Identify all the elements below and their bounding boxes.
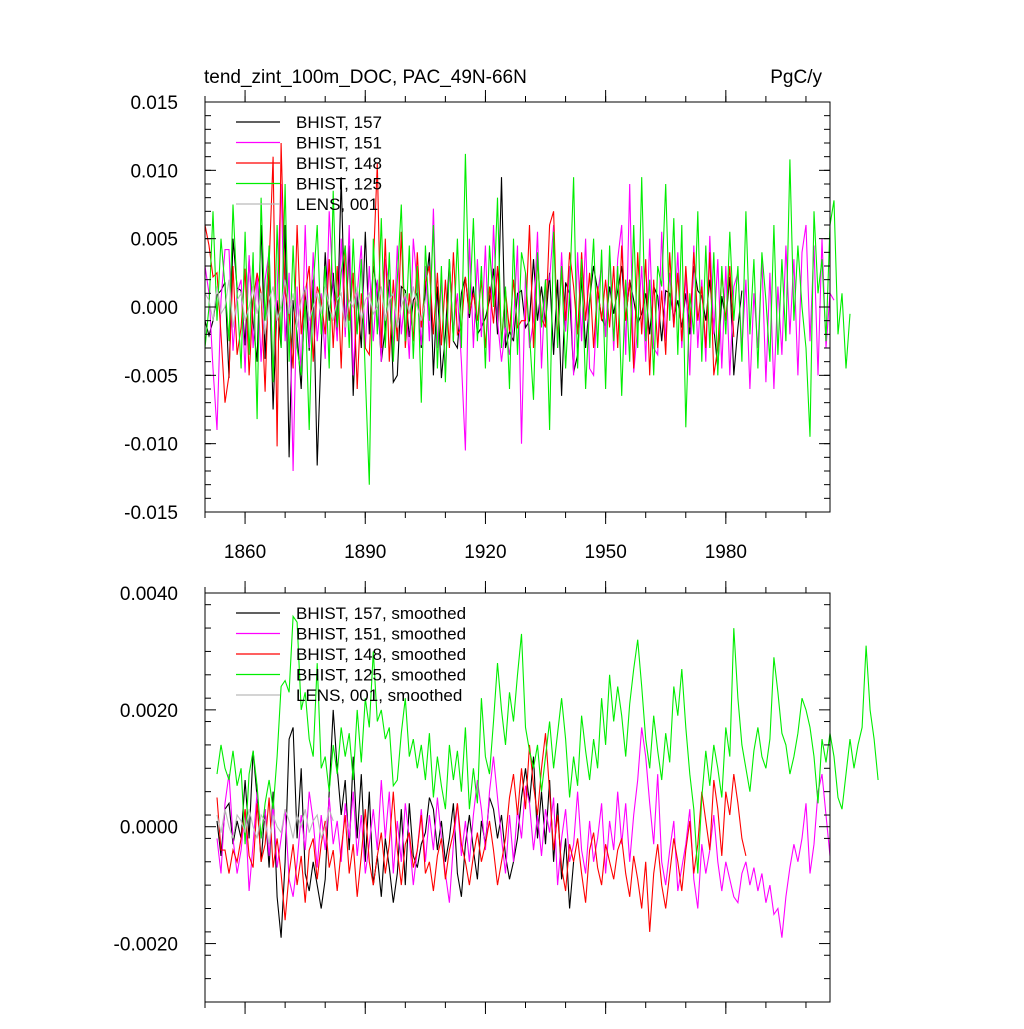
legend-label: BHIST, 125, smoothed [296, 666, 466, 685]
y-tick-label: 0.010 [130, 161, 178, 182]
x-tick-label: 1920 [464, 542, 506, 563]
legend-label: BHIST, 148 [296, 154, 382, 173]
y-tick-label: 0.0020 [120, 701, 178, 722]
legend-label: BHIST, 157 [296, 113, 382, 132]
x-tick-label: 1950 [585, 542, 627, 563]
series-line-2 [216, 727, 831, 938]
y-tick-label: 0.0000 [120, 818, 178, 839]
legend-label: BHIST, 157, smoothed [296, 604, 466, 623]
x-tick-label: 1980 [705, 542, 747, 563]
legend-label: BHIST, 125 [296, 175, 382, 194]
legend-label: BHIST, 148, smoothed [296, 645, 466, 664]
y-tick-label: 0.015 [130, 93, 178, 114]
bottom-panel: 0.0040 0.0020 0.0000 -0.0020 BHIST, 157, smo… [114, 581, 879, 1014]
bottom-plot-area: 0.0040 0.0020 0.0000 -0.0020 BHIST, 157, smo… [114, 581, 879, 1014]
y-tick-label: 0.000 [130, 298, 178, 319]
y-tick-label: -0.0020 [114, 935, 178, 956]
legend-label: LENS, 001, smoothed [296, 686, 462, 705]
x-tick-label: 1860 [224, 542, 266, 563]
series-line-2 [204, 183, 835, 472]
series-line-4 [216, 614, 879, 874]
x-tick-label: 1890 [344, 542, 386, 563]
y-tick-label: -0.015 [124, 503, 178, 524]
top-panel: tend_zint_100m_DOC, PAC_49N-66N PgC/y 0.… [124, 67, 851, 563]
legend-label: BHIST, 151, smoothed [296, 625, 466, 644]
units-label: PgC/y [770, 67, 822, 88]
series-line-5 [204, 279, 426, 335]
series-line-3 [216, 733, 747, 932]
legend-label: BHIST, 151 [296, 134, 382, 153]
legend-label: LENS, 001 [296, 195, 378, 214]
y-tick-label: 0.005 [130, 230, 178, 251]
chart-title: tend_zint_100m_DOC, PAC_49N-66N [204, 67, 527, 88]
y-tick-label: -0.005 [124, 366, 178, 387]
y-tick-label: -0.010 [124, 435, 178, 456]
y-tick-label: 0.0040 [120, 584, 178, 605]
series-line-5 [216, 807, 334, 845]
top-plot-area: 0.015 0.010 0.005 0.000 -0.005 -0.010 -0.015 18… [124, 90, 851, 563]
plot-frame [204, 592, 831, 1003]
